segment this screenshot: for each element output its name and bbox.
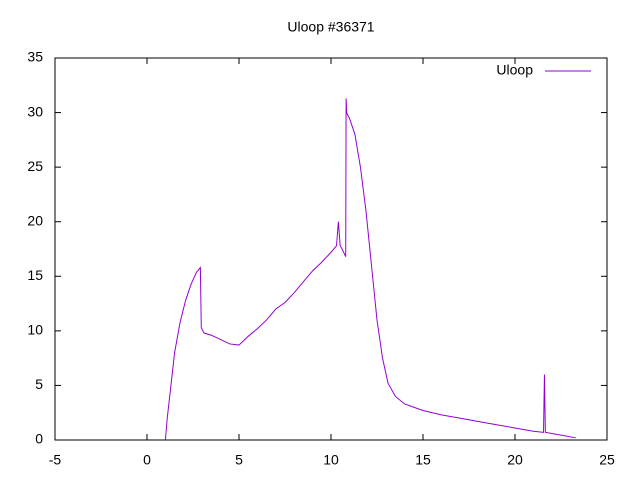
y-tick-label: 30 (27, 103, 43, 119)
x-tick-label: 0 (143, 452, 151, 468)
x-tick-label: 5 (235, 452, 243, 468)
chart-title: Uloop #36371 (287, 19, 374, 35)
y-tick-label: 0 (35, 431, 43, 447)
y-tick-label: 25 (27, 158, 43, 174)
legend-label: Uloop (496, 62, 533, 78)
plot-border (54, 57, 608, 441)
y-tick-label: 15 (27, 267, 43, 283)
y-tick-label: 5 (35, 376, 43, 392)
y-tick-label: 35 (27, 49, 43, 65)
x-tick-label: 25 (599, 452, 615, 468)
x-tick-label: 20 (507, 452, 523, 468)
x-tick-label: 15 (415, 452, 431, 468)
x-tick-label: -5 (49, 452, 62, 468)
x-tick-label: 10 (323, 452, 339, 468)
y-tick-label: 20 (27, 212, 43, 228)
data-line (164, 98, 576, 441)
y-tick-label: 10 (27, 322, 43, 338)
